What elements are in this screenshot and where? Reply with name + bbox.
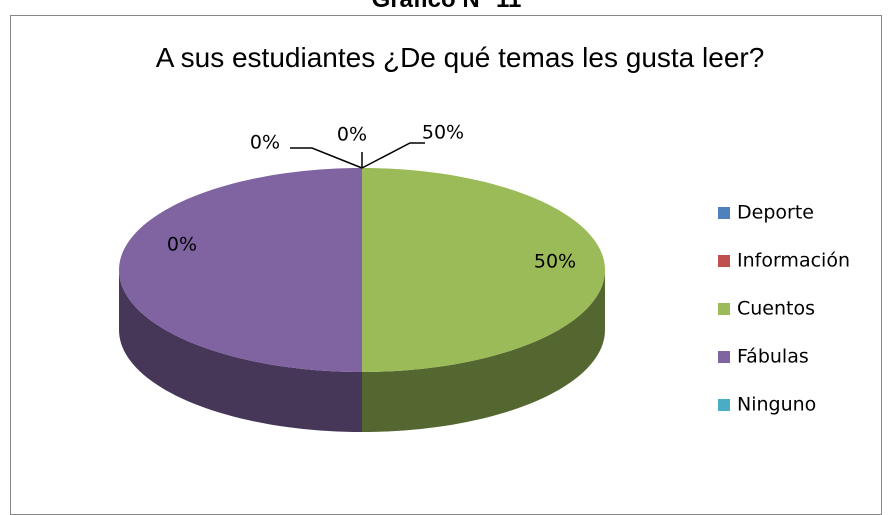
legend-swatch [718, 207, 730, 219]
pie-side [119, 270, 362, 432]
chart: 0% 0% 50% 50% 0% Deporte Información Cuentos Fáb… [119, 122, 850, 432]
legend-label: Información [737, 250, 850, 272]
value-label: 50% [422, 122, 464, 144]
legend-swatch [718, 303, 730, 315]
value-label: 0% [250, 132, 280, 154]
legend-swatch [718, 399, 730, 411]
value-label: 0% [337, 124, 367, 146]
leader-lines [290, 142, 425, 169]
pie-slice [362, 168, 605, 372]
legend-label: Ninguno [737, 394, 816, 416]
pie-slice [119, 168, 362, 372]
heading: Gráfico N° 11 [0, 0, 893, 14]
chart-title: A sus estudiantes ¿De qué temas les gust… [155, 42, 765, 73]
leader-line [361, 142, 425, 169]
leader-line [290, 147, 363, 169]
legend-label: Fábulas [737, 346, 809, 368]
value-label: 0% [167, 234, 197, 256]
value-label: 50% [534, 251, 576, 273]
legend-swatch [718, 351, 730, 363]
legend-label: Deporte [737, 202, 814, 224]
pie [119, 168, 605, 432]
pie-side [362, 270, 605, 432]
legend-label: Cuentos [737, 298, 815, 320]
legend-swatch [718, 255, 730, 267]
